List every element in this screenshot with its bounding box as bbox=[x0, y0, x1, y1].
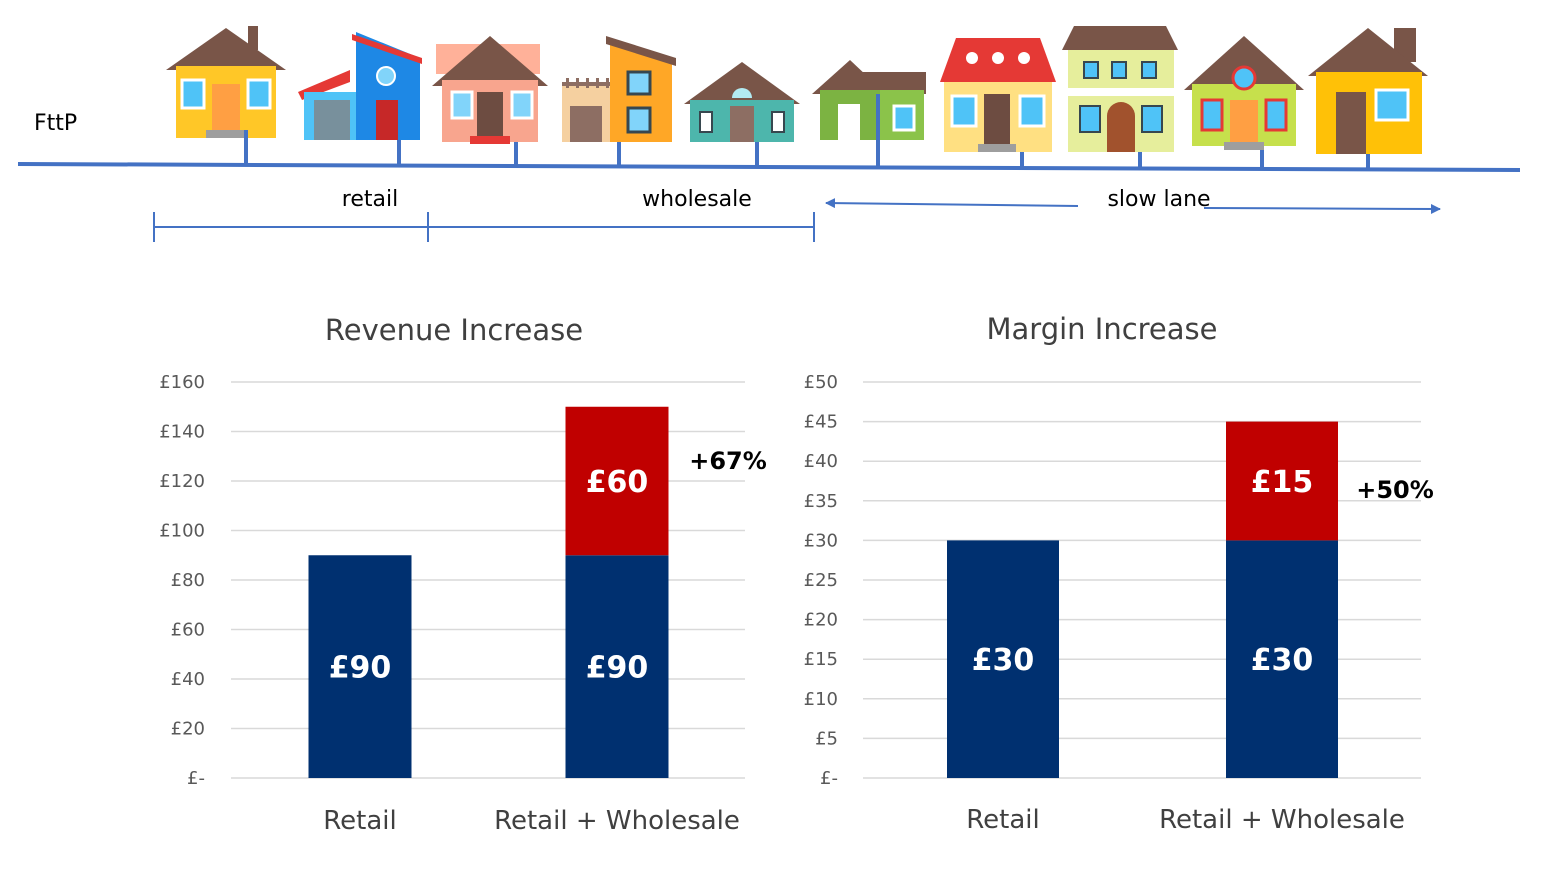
fibre-line bbox=[17, 162, 1521, 172]
house-icon bbox=[684, 62, 800, 142]
y-tick-label: £- bbox=[187, 768, 205, 789]
x-category-label: Retail + Wholesale bbox=[1159, 805, 1405, 835]
margin-increase-chart: £- £5 £10 £15 £20 £25 £30 £35 £40 £45 £50 Margin In… bbox=[804, 312, 1434, 835]
x-category-label: Retail bbox=[323, 806, 396, 836]
x-category-label: Retail + Wholesale bbox=[494, 806, 740, 836]
house-icon bbox=[432, 36, 548, 144]
y-tick-label: £30 bbox=[804, 530, 838, 551]
percent-increase-label: +67% bbox=[689, 447, 767, 475]
house-icon bbox=[298, 32, 422, 140]
y-tick-label: £10 bbox=[804, 689, 838, 710]
bar-value-label: £30 bbox=[1251, 643, 1314, 678]
bar-base-segment bbox=[947, 540, 1059, 778]
y-tick-label: £5 bbox=[815, 728, 838, 749]
fibre-network: FttP bbox=[17, 94, 1521, 172]
y-tick-label: £100 bbox=[159, 521, 205, 542]
house-icon bbox=[1184, 36, 1304, 150]
y-tick-label: £25 bbox=[804, 570, 838, 591]
bar-value-label: £90 bbox=[586, 651, 649, 686]
house-icon bbox=[1308, 28, 1428, 154]
house-icon bbox=[1062, 26, 1178, 152]
y-tick-label: £60 bbox=[171, 620, 205, 641]
percent-increase-label: +50% bbox=[1356, 476, 1434, 504]
y-tick-label: £40 bbox=[804, 451, 838, 472]
y-tick-label: £140 bbox=[159, 422, 205, 443]
bar-base-segment bbox=[565, 555, 669, 778]
y-tick-label: £45 bbox=[804, 412, 838, 433]
house-icon bbox=[812, 60, 926, 140]
segments: retail wholesale slow lane bbox=[153, 187, 1441, 242]
y-tick-label: £- bbox=[820, 768, 838, 789]
revenue-increase-chart: £- £20 £40 £60 £80 £100 £120 £140 £160 Revenue In… bbox=[159, 313, 767, 836]
slow-lane-arrow-left bbox=[825, 198, 1079, 209]
x-category-label: Retail bbox=[966, 805, 1039, 835]
retail-segment-label: retail bbox=[342, 187, 398, 212]
bar-increment-segment bbox=[1226, 421, 1338, 541]
y-tick-label: £20 bbox=[171, 719, 205, 740]
bar-value-label: £60 bbox=[586, 465, 649, 500]
y-tick-label: £120 bbox=[159, 471, 205, 492]
houses-illustration bbox=[166, 26, 1428, 154]
bar-base-segment bbox=[1226, 540, 1338, 778]
y-tick-label: £15 bbox=[804, 649, 838, 670]
y-tick-label: £20 bbox=[804, 610, 838, 631]
slow-lane-label: slow lane bbox=[1107, 187, 1210, 212]
y-tick-label: £40 bbox=[171, 669, 205, 690]
house-icon bbox=[166, 26, 286, 138]
bar-value-label: £15 bbox=[1251, 465, 1314, 500]
y-tick-label: £35 bbox=[804, 491, 838, 512]
chart-title: Revenue Increase bbox=[325, 313, 583, 347]
y-tick-label: £50 bbox=[804, 372, 838, 393]
house-icon bbox=[562, 36, 676, 142]
bar-value-label: £30 bbox=[972, 643, 1035, 678]
y-tick-label: £160 bbox=[159, 372, 205, 393]
slow-lane-arrow-right bbox=[1203, 203, 1441, 214]
bar-base-segment bbox=[308, 555, 412, 778]
bar-value-label: £90 bbox=[329, 651, 392, 686]
wholesale-segment-label: wholesale bbox=[642, 187, 752, 212]
y-tick-label: £80 bbox=[171, 570, 205, 591]
bar-increment-segment bbox=[565, 406, 669, 556]
fttp-label: FttP bbox=[34, 111, 77, 136]
chart-title: Margin Increase bbox=[987, 312, 1218, 346]
house-icon bbox=[940, 38, 1056, 152]
